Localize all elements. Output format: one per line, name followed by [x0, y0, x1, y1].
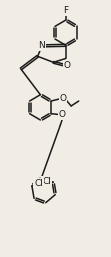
Text: O: O [63, 61, 70, 70]
Text: Cl: Cl [42, 177, 51, 186]
Text: F: F [63, 6, 68, 15]
Text: O: O [59, 94, 66, 103]
Text: N: N [38, 41, 45, 50]
Text: Cl: Cl [34, 179, 43, 188]
Text: O: O [59, 110, 66, 119]
